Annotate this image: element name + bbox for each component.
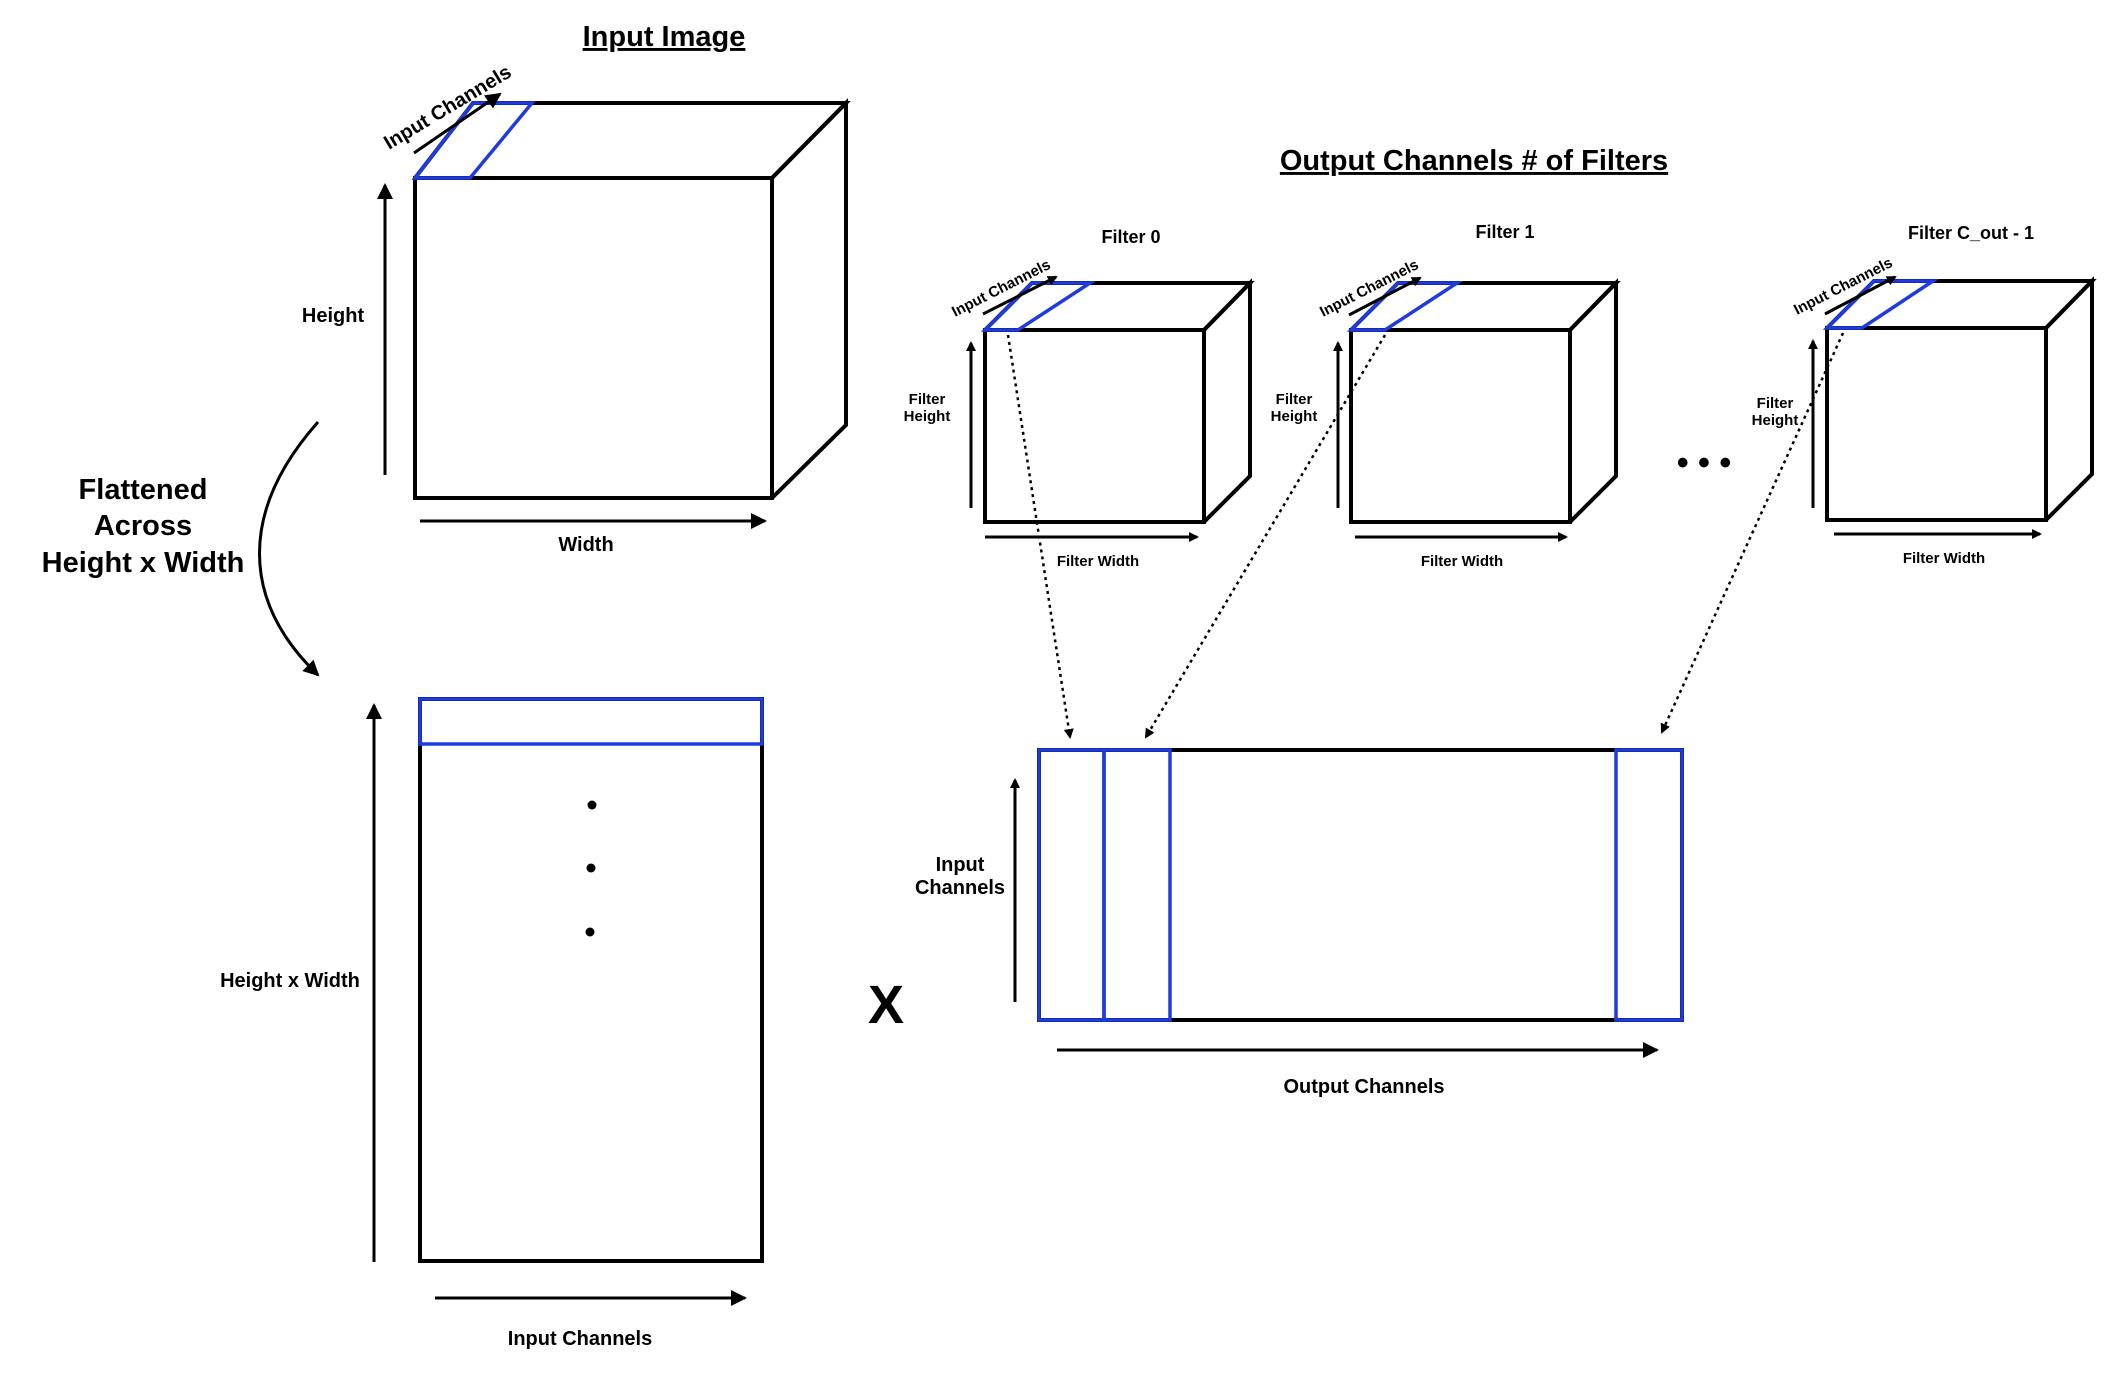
filter-0-height-label-2: Height [904, 408, 951, 425]
weight-matrix-column-0 [1037, 748, 1106, 1022]
filter-1-height-label-2: Height [1271, 408, 1318, 425]
input-image-cube [413, 98, 851, 500]
filter-0-title: Filter 0 [1101, 227, 1160, 247]
filters-section-title: Output Channels # of Filters [1280, 145, 1668, 177]
input-channels-arrow [413, 92, 502, 155]
filter-last-mapping-line [1660, 332, 1845, 734]
flattened-matrix-ellipsis [585, 800, 597, 937]
multiply-symbol: X [868, 975, 904, 1035]
flatten-arrow [258, 421, 320, 677]
flatten-label-line-3: Height x Width [42, 547, 245, 579]
weight-matrix-column-last [1614, 748, 1684, 1022]
flatten-label: Flattened Across Height x Width [42, 474, 245, 579]
flattened-matrix-first-row [418, 697, 764, 746]
weight-input-channels-label-1: Input [936, 854, 985, 876]
output-channels-label: Output Channels [1283, 1076, 1444, 1098]
input-channels-label: Input Channels [380, 61, 515, 154]
filter-0: Filter 0 Input Channels Filter Height Fi… [904, 227, 1255, 570]
filter-1-mapping-line [1144, 334, 1387, 739]
filter-0-depth-arrow [982, 275, 1058, 316]
height-x-width-label: Height x Width [220, 970, 360, 992]
flattened-input-channels-label: Input Channels [508, 1328, 652, 1350]
filter-0-height-label-1: Filter [909, 391, 946, 408]
filter-last-width-label: Filter Width [1903, 550, 1985, 567]
filter-0-mapping-line [1006, 334, 1074, 739]
filter-0-width-label: Filter Width [1057, 553, 1139, 570]
filters-ellipsis: • • • [1677, 444, 1732, 482]
filter-last-height-label-1: Filter [1757, 395, 1794, 412]
filter-last: Filter C_out - 1 Input Channels Filter H… [1752, 223, 2097, 567]
input-image-channel-highlight [411, 101, 536, 180]
flatten-label-line-1: Flattened [79, 474, 208, 506]
weight-matrix [1037, 748, 1684, 1022]
filter-last-height-label-2: Height [1752, 412, 1799, 429]
filter-1: Filter 1 Input Channels Filter Height Fi… [1271, 222, 1621, 570]
filter-1-title: Filter 1 [1475, 222, 1534, 242]
weight-matrix-column-1 [1102, 748, 1172, 1022]
filter-last-title: Filter C_out - 1 [1908, 223, 2034, 243]
height-label: Height [302, 305, 365, 327]
filter-1-depth-arrow [1348, 276, 1422, 317]
width-label: Width [558, 534, 613, 556]
weight-input-channels-label-2: Channels [915, 877, 1005, 899]
filter-0-depth-label: Input Channels [949, 256, 1053, 320]
filter-1-width-label: Filter Width [1421, 553, 1503, 570]
flatten-label-line-2: Across [94, 510, 192, 542]
flattened-matrix [418, 697, 764, 1263]
input-image-title: Input Image [583, 21, 746, 53]
filter-1-height-label-1: Filter [1276, 391, 1313, 408]
filter-last-depth-arrow [1824, 275, 1897, 316]
